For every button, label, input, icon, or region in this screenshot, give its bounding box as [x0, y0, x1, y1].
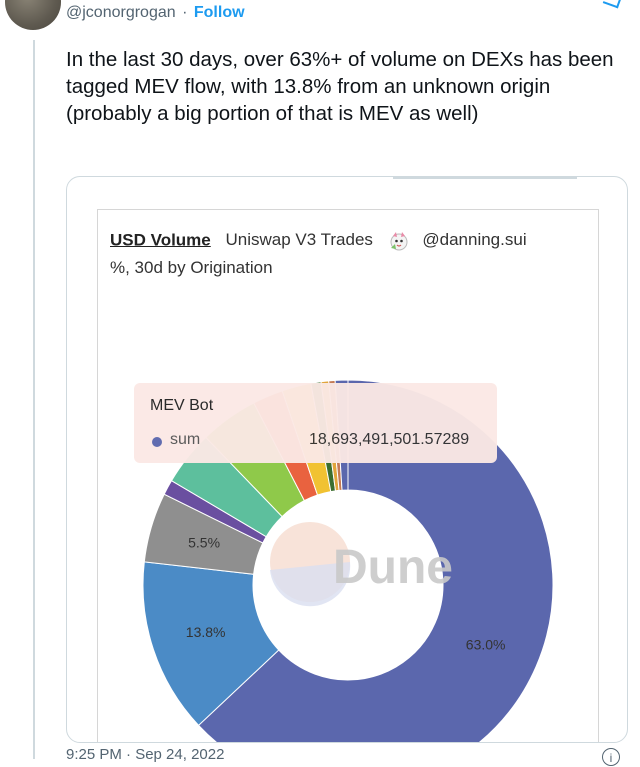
donut-slice[interactable]: [197, 379, 554, 743]
donut-chart: Dune 63.0% 13.8% 5.5%: [142, 379, 554, 743]
thread-line: [33, 40, 35, 759]
avatar[interactable]: [5, 0, 61, 30]
chart-metric[interactable]: USD Volume: [110, 230, 211, 250]
user-handle[interactable]: @jconorgrogan: [66, 4, 176, 21]
tooltip-value: 18,693,491,501.57289: [309, 431, 470, 448]
separator: ·: [182, 4, 188, 21]
author-avatar-icon: [390, 232, 408, 251]
dune-logo-shade: [270, 562, 351, 607]
dune-watermark: Dune: [270, 522, 453, 607]
slice-data-label: 5.5%: [188, 535, 220, 551]
tweet-header: @jconorgrogan · Follow: [66, 4, 245, 22]
media-card[interactable]: USD Volume Uniswap V3 Trades @danning.su…: [66, 176, 628, 743]
slice-data-label: 13.8%: [186, 624, 226, 640]
verified-icon: [602, 0, 622, 9]
slice-data-label: 63.0%: [466, 637, 506, 653]
chart-author[interactable]: @danning.sui: [422, 230, 527, 250]
follow-button[interactable]: Follow: [193, 4, 245, 21]
chart-tooltip: MEV Bot sum 18,693,491,501.57289: [134, 383, 497, 463]
chart-title: USD Volume Uniswap V3 Trades @danning.su…: [110, 230, 527, 252]
tweet-timestamp[interactable]: 9:25 PM · Sep 24, 2022: [66, 746, 225, 763]
dune-watermark-text: Dune: [333, 541, 453, 594]
info-icon[interactable]: i: [602, 748, 620, 766]
tooltip-title: MEV Bot: [150, 397, 214, 414]
tweet-text: In the last 30 days, over 63%+ of volume…: [66, 48, 614, 125]
dune-chart: USD Volume Uniswap V3 Trades @danning.su…: [97, 209, 599, 743]
card-divider: [393, 177, 577, 179]
tooltip-series-label: sum: [170, 431, 201, 448]
series-dot-icon: [152, 437, 162, 447]
chart-subtitle: %, 30d by Origination: [110, 258, 273, 277]
chart-query-name: Uniswap V3 Trades: [225, 230, 373, 250]
